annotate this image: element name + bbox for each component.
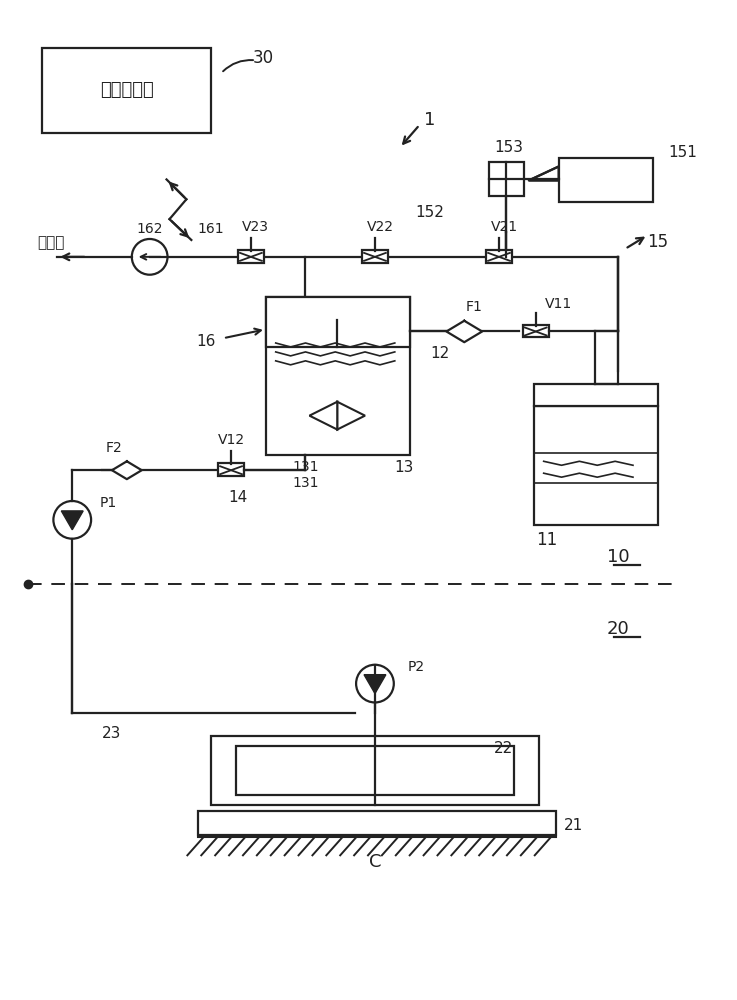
Text: 1: 1	[424, 111, 436, 129]
Bar	[218, 463, 244, 476]
Text: 排気管: 排気管	[38, 235, 65, 250]
Text: 131: 131	[293, 460, 318, 474]
Bar	[534, 384, 658, 406]
Text: 22: 22	[495, 741, 514, 756]
Text: 23: 23	[102, 726, 122, 741]
Text: 14: 14	[228, 490, 248, 505]
Text: 30: 30	[252, 49, 273, 67]
Text: 131: 131	[293, 476, 318, 490]
Text: 162: 162	[136, 222, 163, 236]
Bar	[238, 250, 264, 263]
Bar	[534, 406, 658, 525]
Polygon shape	[338, 402, 365, 430]
Text: C: C	[368, 853, 381, 871]
Bar	[212, 736, 539, 805]
Text: F1: F1	[466, 300, 483, 314]
Polygon shape	[447, 321, 482, 342]
Text: 152: 152	[415, 205, 444, 220]
Text: V12: V12	[217, 433, 245, 447]
Text: F2: F2	[105, 441, 122, 455]
Bar	[559, 158, 653, 202]
Text: P1: P1	[100, 496, 117, 510]
Polygon shape	[112, 461, 142, 479]
Text: V22: V22	[366, 220, 394, 234]
Bar	[43, 48, 212, 133]
Text: 20: 20	[607, 620, 629, 638]
Text: V21: V21	[490, 220, 517, 234]
Bar	[523, 325, 548, 337]
Bar	[362, 250, 388, 263]
Bar	[266, 297, 410, 455]
Text: 第一控制部: 第一控制部	[100, 81, 154, 99]
Text: 12: 12	[430, 346, 449, 361]
Text: 161: 161	[198, 222, 225, 236]
Text: 15: 15	[647, 233, 668, 251]
Text: 16: 16	[197, 334, 216, 349]
Text: V11: V11	[545, 297, 572, 311]
Polygon shape	[310, 402, 338, 430]
Text: 151: 151	[668, 145, 697, 160]
Text: 11: 11	[536, 531, 557, 549]
Polygon shape	[61, 511, 83, 530]
Polygon shape	[364, 675, 386, 694]
Bar	[266, 297, 410, 347]
Polygon shape	[528, 167, 559, 180]
Bar	[489, 162, 524, 196]
FancyArrowPatch shape	[223, 60, 253, 71]
Bar	[198, 811, 556, 835]
Text: 13: 13	[395, 460, 414, 475]
Text: 153: 153	[495, 140, 523, 155]
Text: 21: 21	[564, 818, 583, 833]
Text: 10: 10	[607, 548, 629, 566]
Bar	[486, 250, 512, 263]
Bar	[236, 746, 514, 795]
Text: V23: V23	[242, 220, 269, 234]
Text: P2: P2	[408, 660, 425, 674]
